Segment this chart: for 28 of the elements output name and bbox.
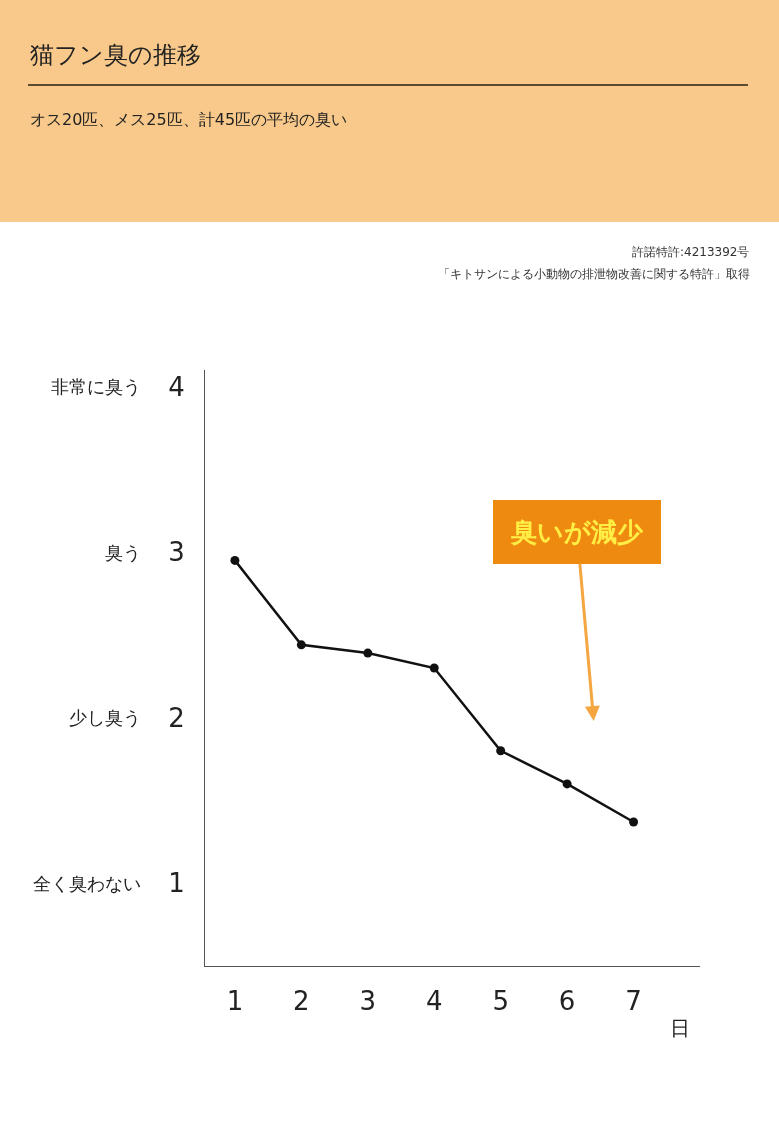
text: 許諾特許:4213392号	[632, 245, 750, 259]
x-tick-label: 1	[226, 986, 244, 1017]
chart-subtitle: オス20匹、メス25匹、計45匹の平均の臭い	[30, 110, 348, 129]
point	[496, 746, 506, 756]
y-tick-label: 4	[168, 371, 185, 402]
x-tick-label: 6	[558, 986, 576, 1017]
point	[562, 779, 572, 789]
text: 非常に臭う	[51, 376, 141, 397]
point	[429, 663, 439, 673]
point	[363, 648, 373, 658]
y-tick-label: 2	[168, 702, 185, 733]
x-tick-label: 4	[425, 986, 443, 1017]
chart-title: 猫フン臭の推移	[30, 41, 201, 69]
point	[296, 640, 306, 650]
x-tick-label: 3	[359, 986, 377, 1017]
y-tick-label: 3	[168, 537, 185, 568]
point	[629, 817, 639, 827]
x-tick-label: 5	[492, 986, 509, 1017]
y-tick-label: 1	[168, 868, 185, 899]
text: 全く臭わない	[33, 873, 141, 894]
x-tick-label: 2	[293, 986, 310, 1017]
point	[230, 555, 240, 565]
annotation: 臭いが減少	[510, 517, 644, 547]
text: 臭う	[105, 542, 141, 563]
text: 「キトサンによる小動物の排泄物改善に関する特許」取得	[438, 267, 750, 281]
text: 少し臭う	[69, 707, 141, 728]
x-axis-title: 日	[670, 1016, 690, 1040]
x-tick-label: 7	[625, 986, 642, 1017]
